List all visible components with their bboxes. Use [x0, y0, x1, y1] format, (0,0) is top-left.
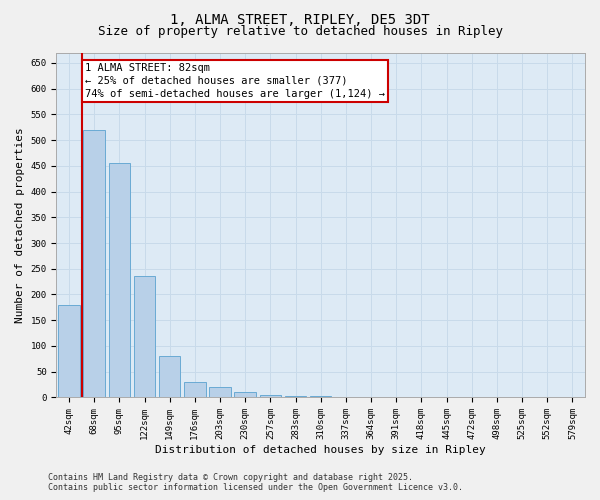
Bar	[486, 397, 508, 398]
Bar	[159, 356, 181, 398]
Bar	[83, 130, 105, 398]
Y-axis label: Number of detached properties: Number of detached properties	[15, 127, 25, 323]
Text: Size of property relative to detached houses in Ripley: Size of property relative to detached ho…	[97, 25, 503, 38]
Bar	[58, 305, 80, 398]
X-axis label: Distribution of detached houses by size in Ripley: Distribution of detached houses by size …	[155, 445, 486, 455]
Text: Contains HM Land Registry data © Crown copyright and database right 2025.
Contai: Contains HM Land Registry data © Crown c…	[48, 473, 463, 492]
Text: 1 ALMA STREET: 82sqm
← 25% of detached houses are smaller (377)
74% of semi-deta: 1 ALMA STREET: 82sqm ← 25% of detached h…	[85, 63, 385, 99]
Text: 1, ALMA STREET, RIPLEY, DE5 3DT: 1, ALMA STREET, RIPLEY, DE5 3DT	[170, 12, 430, 26]
Bar	[235, 392, 256, 398]
Bar	[562, 397, 583, 398]
Bar	[109, 163, 130, 398]
Bar	[310, 396, 331, 398]
Bar	[209, 387, 231, 398]
Bar	[260, 395, 281, 398]
Bar	[184, 382, 206, 398]
Bar	[285, 396, 306, 398]
Bar	[134, 276, 155, 398]
